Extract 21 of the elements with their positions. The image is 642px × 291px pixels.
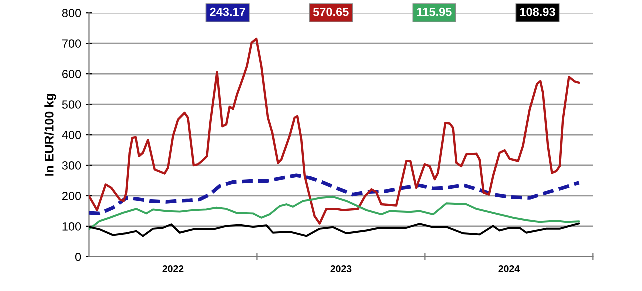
text: 108.93 <box>520 8 556 16</box>
text: 115.95 <box>417 8 452 16</box>
y-tick-label: 800 <box>62 9 82 18</box>
y-tick-label: 400 <box>62 131 82 140</box>
x-tick-label: 2024 <box>498 266 520 272</box>
y-tick-label: 100 <box>62 222 82 231</box>
y-tick-label: 500 <box>62 100 82 109</box>
line-series <box>89 222 580 238</box>
y-tick-label: 300 <box>62 162 82 170</box>
y-axis-title: In EUR/100 kg <box>44 94 56 176</box>
y-tick-label: 700 <box>62 40 82 48</box>
y-tick-label: 200 <box>62 192 82 200</box>
y-tick-label: 0 <box>75 252 82 262</box>
x-tick-label: 2023 <box>330 266 352 272</box>
text: 570.65 <box>313 8 349 16</box>
y-tick-label: 600 <box>62 70 82 78</box>
text: 243.17 <box>210 8 246 16</box>
line-series <box>89 38 580 225</box>
x-tick-label: 2022 <box>162 266 184 272</box>
line-series <box>89 174 582 216</box>
line-series <box>89 196 580 230</box>
